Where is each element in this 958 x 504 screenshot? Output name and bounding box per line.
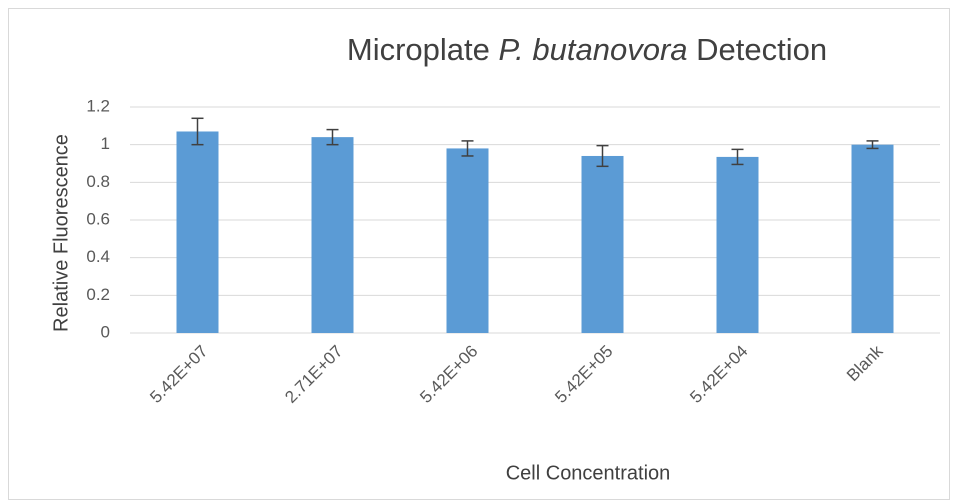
error-bar xyxy=(461,140,474,157)
y-tick-label: 0.6 xyxy=(86,209,110,228)
y-tick-label: 0.4 xyxy=(86,247,110,266)
y-axis-title: Relative Fluorescence xyxy=(50,134,72,332)
bar xyxy=(311,137,354,333)
y-tick-label: 0 xyxy=(101,322,110,341)
y-tick-label: 0.2 xyxy=(86,285,110,304)
title-part: P. butanovora xyxy=(499,32,688,67)
bar xyxy=(446,148,489,333)
x-axis-title: Cell Concentration xyxy=(506,462,671,484)
bar xyxy=(851,144,894,333)
bar xyxy=(176,131,219,333)
y-tick-label: 1.2 xyxy=(86,96,110,115)
error-bar xyxy=(191,117,204,146)
error-bar xyxy=(731,148,744,166)
bar xyxy=(581,155,624,333)
error-bar xyxy=(866,140,879,150)
title-part: Detection xyxy=(696,32,827,67)
error-bar xyxy=(596,144,609,168)
chart-title: Microplate P. butanovora Detection xyxy=(347,32,827,67)
y-tick-label: 1 xyxy=(101,134,110,153)
y-tick-label: 0.8 xyxy=(86,172,110,191)
error-bar xyxy=(326,128,339,146)
bar xyxy=(716,156,759,333)
title-part: Microplate xyxy=(347,32,490,67)
